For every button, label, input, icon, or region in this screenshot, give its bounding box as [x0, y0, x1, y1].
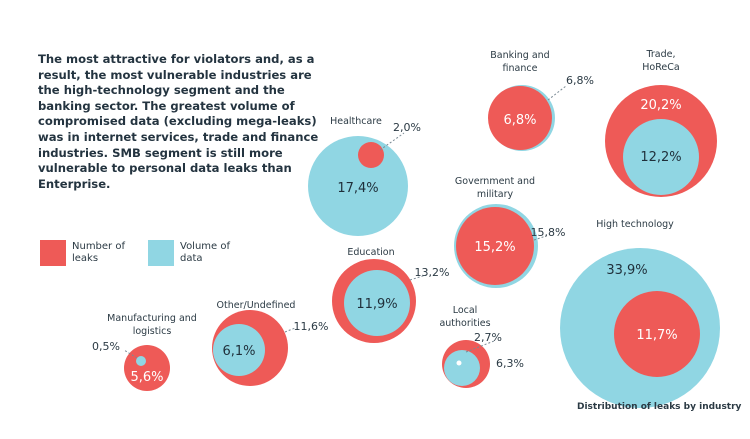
bubble-volume-education	[344, 270, 410, 336]
value-label-leaks-government-and-military: 15,2%	[474, 240, 515, 255]
category-label-local-authorities: authorities	[439, 318, 490, 329]
bubble-group-trade-horeca: Trade, HoReCa 12,2% 20,2%	[605, 49, 717, 197]
value-label-volume-education: 11,9%	[356, 297, 397, 312]
leader-line-banking-and-finance	[547, 85, 567, 101]
bubble-leaks-banking-and-finance	[488, 86, 552, 150]
category-label-education: Education	[347, 247, 394, 258]
category-label-government-and-military: military	[477, 189, 514, 200]
legend-volume-swatch	[148, 240, 174, 266]
category-label-local-authorities: Local	[453, 305, 478, 316]
bubble-leaks-government-and-military	[456, 207, 534, 285]
bubble-marker-local-authorities	[456, 360, 462, 366]
intro-text: The most attractive for violators and, a…	[38, 52, 319, 191]
bubble-group-government-and-military: Government and military 15,2% 15,8%	[454, 176, 565, 288]
bubble-leaks-high-technology	[614, 291, 700, 377]
legend-leaks-swatch	[40, 240, 66, 266]
value-label-leaks-banking-and-finance: 6,8%	[503, 113, 536, 128]
category-label-healthcare: Healthcare	[330, 116, 382, 127]
category-label-high-technology: High technology	[596, 219, 674, 230]
value-label-volume-other-undefined: 6,1%	[222, 344, 255, 359]
category-label-banking-and-finance: finance	[503, 63, 538, 74]
value-label-volume-banking-and-finance: 6,8%	[566, 74, 594, 87]
bubble-group-healthcare: Healthcare 17,4% 2,0%	[308, 116, 421, 236]
value-label-volume-healthcare: 17,4%	[337, 181, 378, 196]
value-label-leaks-high-technology: 11,7%	[636, 328, 677, 343]
bubble-group-high-technology: High technology 11,7% 33,9%	[560, 219, 720, 408]
value-label-leaks-manufacturing-and-logistics: 5,6%	[130, 370, 163, 385]
bubble-group-local-authorities: Local authorities 2,7% 6,3%	[439, 305, 524, 388]
bubble-volume-local-authorities	[444, 350, 480, 386]
value-label-leaks-healthcare: 2,0%	[393, 121, 421, 134]
leader-line-other-undefined	[284, 327, 296, 333]
legend-leaks-label: Number of leaks	[72, 241, 125, 264]
bubble-group-banking-and-finance: Banking and finance 6,8% 6,8%	[488, 50, 594, 151]
chart-footnote: Distribution of leaks by industry	[577, 402, 742, 412]
leader-line-education	[409, 274, 427, 281]
value-label-volume-government-and-military: 15,8%	[531, 226, 566, 239]
bubble-group-education: Education 11,9% 13,2%	[332, 247, 449, 343]
leader-line-manufacturing-and-logistics	[123, 349, 138, 359]
category-label-manufacturing-and-logistics: logistics	[133, 326, 172, 337]
leader-line-local-authorities	[465, 340, 495, 353]
value-label-volume-trade-horeca: 12,2%	[640, 150, 681, 165]
bubble-volume-manufacturing-and-logistics	[136, 356, 146, 366]
value-label-leaks-other-undefined: 11,6%	[294, 320, 329, 333]
bubble-volume-trade-horeca	[623, 119, 699, 195]
legend-volume-label: Volume of data	[180, 241, 231, 264]
bubble-leaks-manufacturing-and-logistics	[124, 345, 170, 391]
value-label-leaks-trade-horeca: 20,2%	[640, 98, 681, 113]
leader-line-healthcare	[379, 132, 405, 151]
value-label-volume-manufacturing-and-logistics: 0,5%	[92, 340, 120, 353]
category-label-banking-and-finance: Banking and	[490, 50, 549, 61]
value-label-leaks-education: 13,2%	[415, 266, 450, 279]
bubble-group-manufacturing-and-logistics: Manufacturing and logistics 5,6% 0,5%	[92, 313, 197, 391]
value-label-volume-high-technology: 33,9%	[606, 263, 647, 278]
bubble-leaks-healthcare	[358, 142, 384, 168]
category-label-other-undefined: Other/Undefined	[217, 300, 296, 311]
bubble-group-other-undefined: Other/Undefined 6,1% 11,6%	[212, 300, 328, 386]
category-label-manufacturing-and-logistics: Manufacturing and	[107, 313, 197, 324]
category-label-trade-horeca: Trade,	[645, 49, 675, 60]
value-label-volume-local-authorities: 2,7%	[474, 331, 502, 344]
bubble-volume-healthcare	[308, 136, 408, 236]
category-label-government-and-military: Government and	[455, 176, 535, 187]
category-label-trade-horeca: HoReCa	[642, 62, 679, 73]
bubble-volume-other-undefined	[213, 324, 265, 376]
value-label-leaks-local-authorities: 6,3%	[496, 357, 524, 370]
